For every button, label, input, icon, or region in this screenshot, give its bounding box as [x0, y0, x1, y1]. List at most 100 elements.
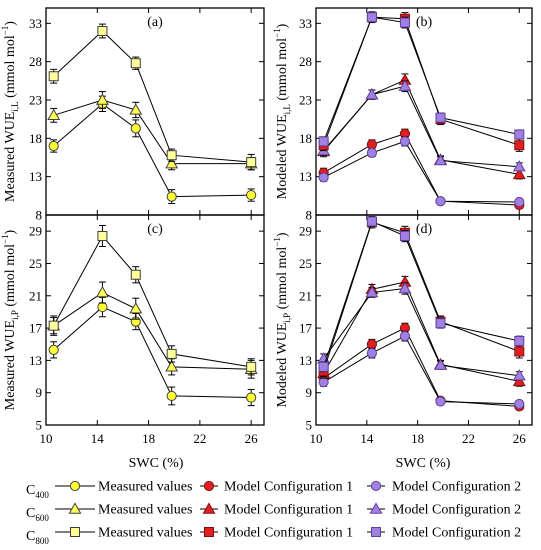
y-tick-label: 8: [306, 208, 313, 223]
panel-d: 5 9 13 17 21 25 29 10 14 18 22 26 (d) Modeled WUEi,P …: [272, 214, 533, 446]
series-c600-measured-values: [47, 281, 258, 379]
series-c800-measured-values: [48, 23, 257, 171]
panel-c: 5 9 13 17 21 25 29 10 14 18 22 26 (c) Measured WUEi,P…: [0, 214, 265, 446]
series-c400-measured-values: [48, 95, 257, 204]
data-point: [166, 150, 177, 161]
data-point: [129, 302, 143, 314]
series-line: [53, 306, 252, 399]
data-point: [435, 196, 446, 207]
y-tick-label: 28: [299, 54, 312, 69]
panel-a: 8 13 18 23 28 33 (a) Measured WUEi,L (mmol mol−…: [0, 7, 265, 223]
data-point: [366, 12, 377, 23]
legend-items: Measured values Model Configuration 1 Mode…: [55, 480, 521, 541]
legend-row-label-c800: C800: [26, 529, 49, 546]
series-c800-measured-values: [48, 225, 257, 376]
x-tick-label: 14: [91, 431, 105, 446]
data-point: [166, 191, 177, 202]
legend-label: Model Configuration 1: [224, 526, 353, 541]
data-point: [434, 153, 447, 166]
legend-entry: Model Configuration 1: [200, 526, 353, 541]
y-tick-label: 21: [299, 288, 312, 303]
legend-marker: [69, 480, 81, 492]
y-tick-label: 5: [306, 418, 313, 433]
series-c800-model-configuration-2: [318, 12, 525, 147]
panel-label: (a): [147, 15, 163, 30]
data-point: [97, 26, 108, 36]
y-tick-label: 18: [299, 131, 312, 146]
legend-entry: Model Configuration 2: [367, 502, 521, 518]
data-point: [48, 344, 59, 355]
data-point: [398, 281, 412, 294]
series-c400-model-configuration-2: [318, 330, 525, 410]
x-tick-label: 22: [193, 431, 206, 446]
y-tick-label: 13: [299, 169, 312, 184]
legend-label: Model Configuration 2: [392, 503, 521, 518]
y-tick-label: 33: [299, 16, 312, 31]
data-point: [246, 392, 257, 403]
data-point: [166, 390, 177, 402]
data-point: [365, 88, 379, 100]
data-point: [514, 336, 525, 346]
data-point: [514, 346, 525, 357]
data-point: [318, 361, 329, 372]
y-axis-title: Modeled WUEi,P (mmol mol−1): [272, 232, 292, 407]
legend-entry: Model Configuration 1: [200, 502, 353, 518]
series-c600-measured-values: [47, 91, 258, 171]
series-line: [53, 103, 252, 198]
data-point: [318, 377, 329, 388]
data-point: [399, 136, 411, 147]
legend-entry: Measured values: [55, 480, 192, 495]
data-point: [47, 108, 61, 121]
y-tick-label: 13: [29, 353, 42, 368]
data-point: [246, 361, 257, 372]
data-point: [435, 318, 446, 329]
x-axis-title-left: SWC (%): [129, 456, 184, 471]
x-tick-label: 18: [142, 431, 155, 446]
y-tick-label: 17: [299, 321, 313, 336]
legend-marker: [203, 480, 215, 492]
data-point: [95, 285, 109, 298]
data-point: [246, 189, 257, 201]
legend-label: Measured values: [98, 503, 192, 518]
x-tick-label: 26: [245, 431, 259, 446]
data-point: [318, 136, 329, 147]
series-line: [323, 140, 520, 203]
data-point: [366, 339, 378, 350]
legend-entry: Model Configuration 2: [367, 526, 521, 541]
data-point: [514, 398, 525, 410]
data-point: [514, 140, 525, 151]
legend-row-label-c600: C600: [26, 506, 49, 523]
legend-label: Model Configuration 2: [392, 526, 521, 541]
legend-marker: [369, 502, 383, 514]
y-tick-label: 29: [299, 224, 312, 239]
data-point: [399, 331, 411, 342]
data-point: [512, 160, 526, 172]
series-line: [53, 30, 252, 163]
data-point: [48, 71, 59, 82]
data-point: [48, 140, 59, 152]
y-tick-label: 29: [29, 224, 42, 239]
series-line: [53, 291, 252, 370]
y-tick-label: 9: [306, 385, 313, 400]
x-tick-label: 22: [462, 431, 475, 446]
panel-label: (d): [416, 222, 433, 237]
data-point: [246, 157, 257, 168]
plot-frame: [315, 214, 533, 426]
legend-marker: [68, 502, 82, 514]
legend-label: Model Configuration 1: [224, 503, 353, 518]
y-tick-label: 13: [299, 353, 312, 368]
data-point: [366, 147, 378, 158]
legend-entry: Model Configuration 1: [200, 480, 353, 495]
series-line: [53, 235, 252, 368]
series-line: [323, 85, 520, 168]
panel-label: (c): [147, 222, 163, 237]
data-point: [514, 129, 525, 140]
legend-label: Model Configuration 2: [392, 480, 521, 495]
plot-frame: [315, 7, 533, 216]
series-line: [323, 335, 520, 405]
x-axis-title-right: SWC (%): [396, 456, 451, 471]
y-tick-label: 28: [29, 54, 42, 69]
data-point: [97, 301, 108, 313]
x-tick-label: 10: [310, 431, 323, 446]
y-axis-title: Measured WUEi,L (mmol mol−1): [0, 21, 20, 202]
